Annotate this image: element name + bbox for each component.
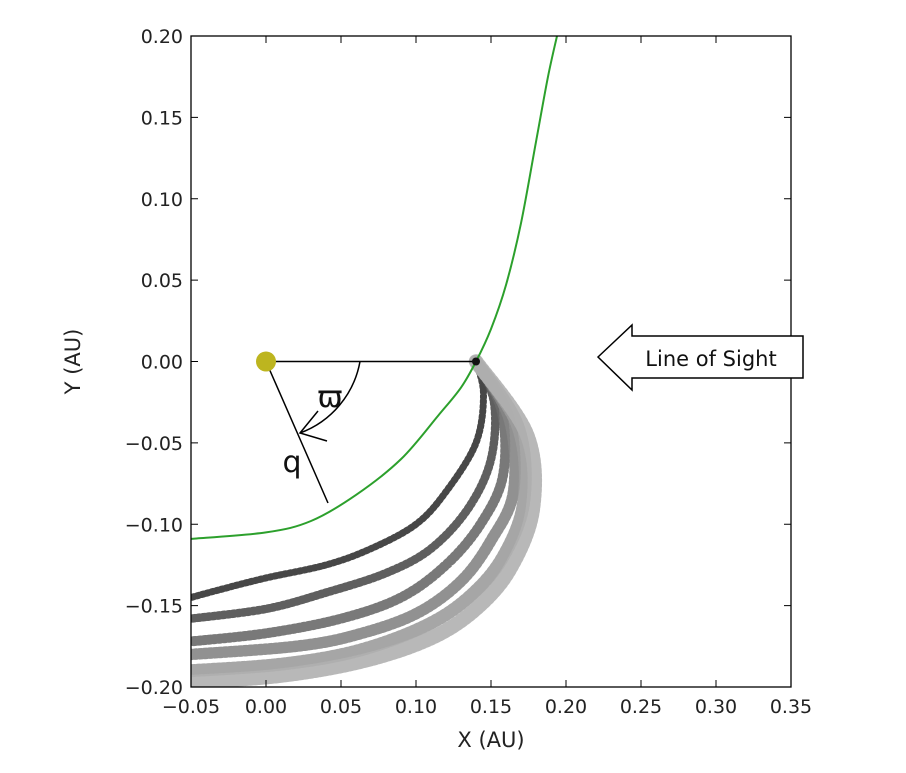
debris-stream <box>191 355 521 661</box>
line-of-sight-arrow: Line of Sight <box>596 323 804 392</box>
x-tick-label: 0.00 <box>245 696 287 718</box>
x-tick-label: 0.20 <box>545 696 587 718</box>
x-tick-label: 0.10 <box>395 696 437 718</box>
y-tick-label: 0.00 <box>141 352 183 374</box>
x-tick-label: −0.05 <box>162 696 220 718</box>
x-tick-label: 0.35 <box>770 696 812 718</box>
y-tick-label: 0.20 <box>141 26 183 48</box>
y-tick-label: −0.20 <box>125 677 183 699</box>
axis-ticks: −0.05 0.00 0.05 0.10 0.15 0.20 0.25 0.30 0.35 −0.… <box>125 26 812 718</box>
y-tick-label: 0.05 <box>141 270 183 292</box>
y-tick-label: 0.15 <box>141 107 183 129</box>
debris-stream <box>191 357 500 623</box>
y-tick-label: −0.15 <box>125 596 183 618</box>
line-of-sight-label: Line of Sight <box>645 347 776 371</box>
y-tick-label: −0.05 <box>125 433 183 455</box>
y-tick-label: 0.10 <box>141 189 183 211</box>
x-tick-label: 0.30 <box>695 696 737 718</box>
q-line <box>265 361 329 504</box>
geometry-guides <box>265 360 476 504</box>
debris-streams <box>191 354 543 687</box>
x-tick-label: 0.05 <box>320 696 362 718</box>
debris-stream <box>191 356 511 647</box>
perihelion-marker <box>472 357 480 366</box>
angle-arc <box>299 361 361 434</box>
x-tick-label: 0.25 <box>620 696 662 718</box>
q-label: q <box>282 445 301 480</box>
x-tick-label: 0.15 <box>470 696 512 718</box>
angle-arrowhead <box>298 410 328 442</box>
angle-symbol-label: ϖ <box>317 380 342 415</box>
y-tick-label: −0.10 <box>125 514 183 536</box>
debris-stream <box>191 355 532 678</box>
line-of-sight-arrow-shape <box>596 323 804 392</box>
x-axis-label: X (AU) <box>457 728 524 752</box>
orbit-curve <box>191 36 558 540</box>
debris-stream <box>191 358 488 601</box>
debris-stream <box>191 354 543 687</box>
sun-marker <box>256 351 276 372</box>
y-axis-label: Y (AU) <box>61 329 85 396</box>
